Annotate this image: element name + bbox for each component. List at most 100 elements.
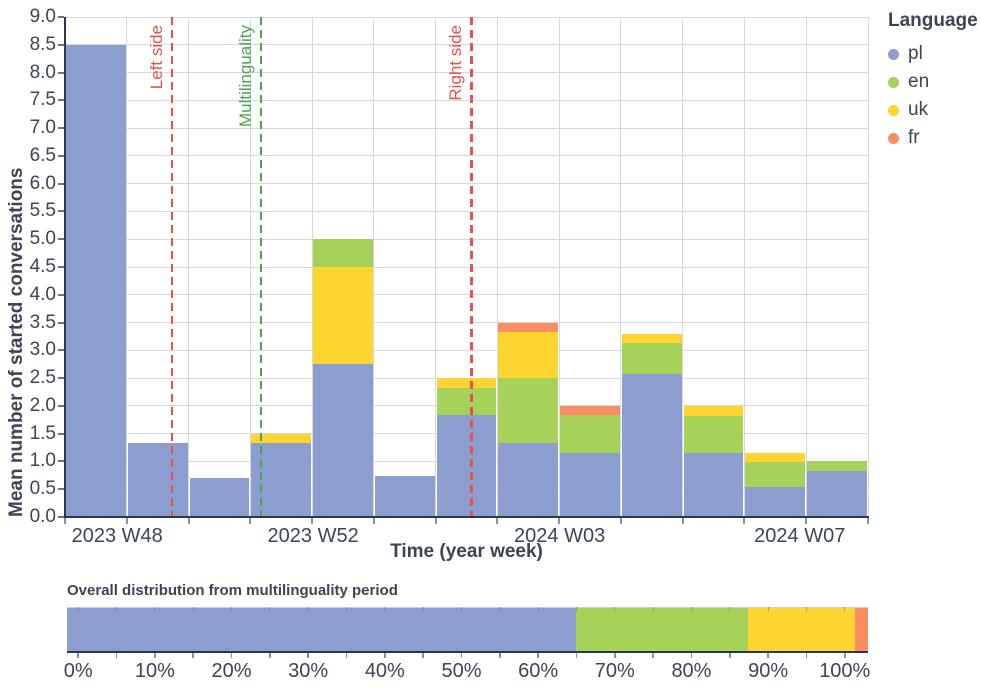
distribution-tick [77, 653, 79, 658]
y-tick [58, 321, 64, 324]
distribution-chart: Overall distribution from multilingualit… [64, 582, 871, 692]
legend-label: uk [908, 99, 929, 120]
x-tick [311, 518, 314, 524]
distribution-top-tick [460, 607, 462, 611]
distribution-tick-label: 40% [364, 660, 405, 682]
y-tick-label: 4.5 [29, 256, 56, 277]
v-gridline [558, 17, 560, 517]
bar-segment-pl [745, 487, 806, 517]
distribution-tick [307, 653, 309, 658]
y-tick-label: 4.0 [29, 283, 56, 305]
distribution-top-tick [690, 607, 692, 611]
distribution-tick-label: 10% [134, 660, 175, 682]
bar-segment-fr [560, 405, 620, 415]
legend-dot-pl-icon [888, 48, 899, 60]
y-tick [58, 43, 64, 46]
y-tick-label: 2.0 [29, 394, 56, 416]
bar-segment-en [560, 414, 620, 454]
y-tick [58, 99, 64, 102]
bar-segment-uk [436, 378, 497, 388]
distribution-tick [729, 653, 731, 658]
distribution-tick-label: 60% [518, 660, 559, 682]
legend-item-pl: pl [888, 40, 978, 68]
distribution-top-tick [231, 607, 233, 611]
distribution-tick [614, 653, 616, 658]
distribution-tick-label: 100% [819, 660, 871, 682]
distribution-top-tick [844, 607, 846, 611]
y-tick-label: 0.0 [29, 506, 56, 527]
x-tick-label: 2023 W52 [267, 525, 359, 547]
bar-segment-en [313, 239, 373, 267]
bar-segment-uk [621, 333, 682, 344]
bar-segment-pl [374, 475, 435, 517]
y-tick-label: 5.5 [29, 200, 56, 222]
v-gridline [311, 17, 313, 517]
bar-segment-pl [621, 373, 682, 517]
distribution-tick [805, 653, 808, 658]
vline-label: Right side [446, 25, 466, 101]
bar-segment-en [498, 378, 559, 444]
y-tick-label: 1.5 [29, 422, 56, 444]
x-tick-label: 2024 W07 [754, 525, 846, 547]
distribution-top-tick [346, 607, 347, 611]
vline-label: Left side [146, 25, 166, 90]
bar-segment-uk [745, 453, 806, 462]
v-gridline [682, 17, 684, 517]
x-axis-title: Time (year week) [390, 541, 543, 562]
v-gridline [496, 17, 498, 517]
v-gridline [188, 17, 190, 517]
distribution-top-tick [499, 607, 501, 611]
x-tick-label: 2024 W03 [514, 525, 606, 547]
bar-segment-en [683, 415, 744, 454]
v-gridline [435, 17, 437, 517]
v-gridline [867, 17, 869, 517]
distribution-tick [269, 653, 271, 658]
distribution-top-tick [269, 607, 271, 611]
distribution-top-tick [192, 607, 194, 611]
distribution-segment-pl [67, 608, 576, 652]
y-tick [58, 488, 64, 491]
distribution-tick [460, 653, 463, 658]
x-tick-label: 2023 W48 [71, 525, 163, 547]
x-tick [249, 518, 252, 524]
distribution-top-tick [384, 607, 386, 611]
h-gridline [65, 349, 868, 351]
distribution-bar [67, 607, 868, 652]
y-tick-label: 0.5 [29, 478, 56, 500]
distribution-tick [652, 653, 654, 658]
distribution-top-tick [614, 607, 616, 611]
distribution-tick-label: 30% [288, 660, 329, 682]
distribution-tick [499, 653, 501, 658]
distribution-tick [115, 653, 118, 658]
y-tick-label: 7.5 [29, 89, 56, 111]
legend-dot-fr-icon [888, 132, 899, 144]
distribution-tick [767, 653, 769, 658]
y-tick [58, 266, 64, 268]
distribution-segment-uk [747, 608, 856, 652]
vline-label: Multilinguality [235, 25, 255, 128]
bar-segment-en [745, 462, 806, 487]
y-tick-label: 5.0 [29, 228, 56, 250]
y-tick-label: 6.5 [29, 144, 56, 166]
bar-segment-pl [683, 453, 744, 517]
x-tick [372, 518, 375, 524]
legend-label: fr [908, 127, 920, 148]
distribution-top-tick [307, 607, 309, 611]
dashed-vline [170, 17, 174, 517]
h-gridline [65, 238, 868, 240]
v-gridline [805, 17, 807, 517]
distribution-tick [422, 653, 424, 658]
y-tick [58, 238, 64, 241]
bar-segment-pl [807, 470, 867, 517]
dashed-vline [259, 17, 263, 517]
h-gridline [65, 294, 868, 296]
distribution-segment-en [575, 608, 748, 652]
distribution-tick-label: 80% [671, 660, 712, 682]
x-tick [558, 518, 561, 524]
h-gridline [65, 155, 868, 157]
bar-segment-pl [313, 364, 373, 517]
y-tick-label: 8.0 [29, 61, 56, 83]
y-tick [58, 182, 64, 185]
legend-dot-uk-icon [888, 104, 899, 116]
distribution-tick [537, 653, 539, 658]
